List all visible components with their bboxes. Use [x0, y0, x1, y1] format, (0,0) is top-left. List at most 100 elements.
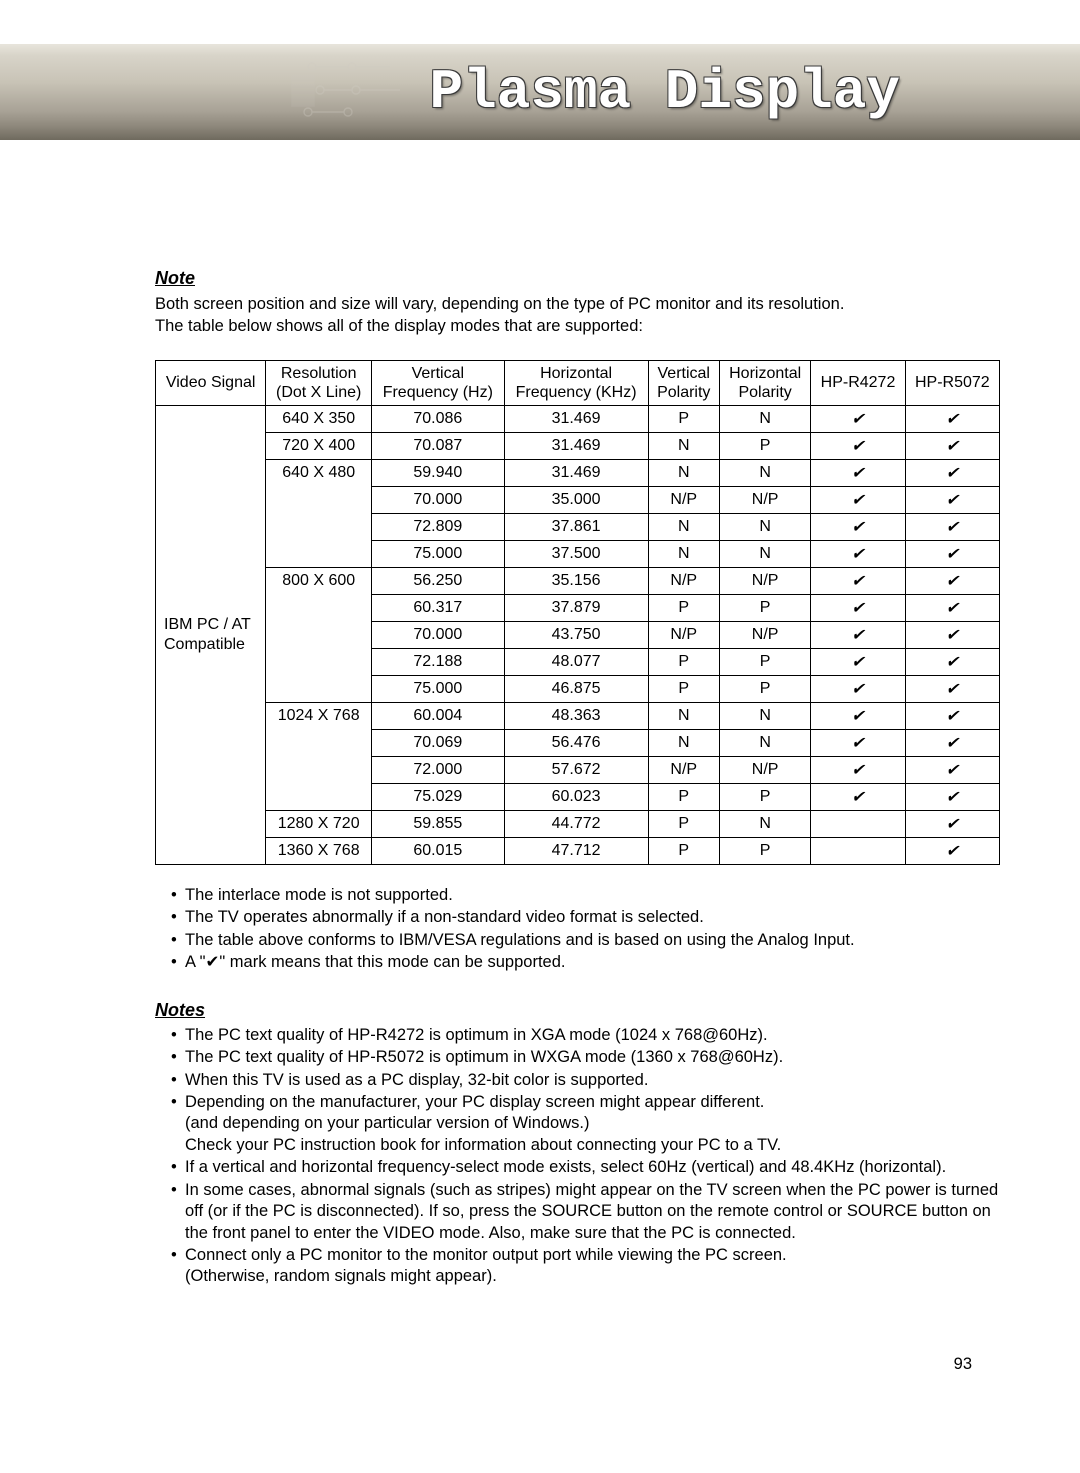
signal-label-cell: IBM PC / ATCompatible [156, 405, 266, 864]
hpol-cell: N/P [719, 486, 810, 513]
hpol-cell: N [719, 810, 810, 837]
resolution-cell: 640 X 350 [266, 405, 372, 432]
th-vfreq: VerticalFrequency (Hz) [372, 360, 505, 405]
display-modes-table: Video Signal Resolution(Dot X Line) Vert… [155, 360, 1000, 865]
resolution-cell: 1360 X 768 [266, 837, 372, 864]
hpol-cell: P [719, 648, 810, 675]
vfreq-cell: 60.015 [372, 837, 505, 864]
hpol-cell: N [719, 702, 810, 729]
hfreq-cell: 48.363 [504, 702, 648, 729]
page-banner: Plasma Display [0, 44, 1080, 140]
r4272-cell: ✔ [811, 513, 905, 540]
bullet-item: In some cases, abnormal signals (such as… [171, 1180, 1000, 1244]
r4272-cell [811, 837, 905, 864]
r5072-cell: ✔ [905, 513, 999, 540]
vpol-cell: N [648, 432, 719, 459]
r5072-cell: ✔ [905, 594, 999, 621]
bullet-item: The interlace mode is not supported. [171, 885, 1000, 906]
bullet-item: The TV operates abnormally if a non-stan… [171, 907, 1000, 928]
th-hfreq: HorizontalFrequency (KHz) [504, 360, 648, 405]
vpol-cell: N [648, 729, 719, 756]
hfreq-cell: 47.712 [504, 837, 648, 864]
r5072-cell: ✔ [905, 837, 999, 864]
vpol-cell: P [648, 648, 719, 675]
r5072-cell: ✔ [905, 405, 999, 432]
intro-line-2: The table below shows all of the display… [155, 315, 1000, 337]
page-number: 93 [0, 1355, 1080, 1374]
resolution-cell: 1024 X 768 [266, 702, 372, 810]
hfreq-cell: 56.476 [504, 729, 648, 756]
r4272-cell: ✔ [811, 756, 905, 783]
vpol-cell: N [648, 702, 719, 729]
vpol-cell: P [648, 810, 719, 837]
r4272-cell: ✔ [811, 567, 905, 594]
vpol-cell: N/P [648, 486, 719, 513]
vfreq-cell: 75.000 [372, 540, 505, 567]
hfreq-cell: 31.469 [504, 459, 648, 486]
vfreq-cell: 70.086 [372, 405, 505, 432]
hfreq-cell: 60.023 [504, 783, 648, 810]
vpol-cell: P [648, 783, 719, 810]
hfreq-cell: 35.000 [504, 486, 648, 513]
r4272-cell: ✔ [811, 621, 905, 648]
r4272-cell: ✔ [811, 675, 905, 702]
vfreq-cell: 72.188 [372, 648, 505, 675]
bullet-item: The PC text quality of HP-R4272 is optim… [171, 1025, 1000, 1046]
r5072-cell: ✔ [905, 567, 999, 594]
r4272-cell: ✔ [811, 783, 905, 810]
r5072-cell: ✔ [905, 810, 999, 837]
vfreq-cell: 75.029 [372, 783, 505, 810]
hfreq-cell: 35.156 [504, 567, 648, 594]
r5072-cell: ✔ [905, 648, 999, 675]
hfreq-cell: 37.500 [504, 540, 648, 567]
r5072-cell: ✔ [905, 702, 999, 729]
vfreq-cell: 75.000 [372, 675, 505, 702]
resolution-cell: 1280 X 720 [266, 810, 372, 837]
hpol-cell: P [719, 837, 810, 864]
hpol-cell: N [719, 459, 810, 486]
r5072-cell: ✔ [905, 486, 999, 513]
r5072-cell: ✔ [905, 756, 999, 783]
r4272-cell [811, 810, 905, 837]
r5072-cell: ✔ [905, 675, 999, 702]
notes-heading: Notes [155, 1000, 1000, 1021]
hpol-cell: N [719, 405, 810, 432]
note-heading: Note [155, 268, 1000, 289]
th-hpol: HorizontalPolarity [719, 360, 810, 405]
vpol-cell: N/P [648, 567, 719, 594]
vfreq-cell: 60.004 [372, 702, 505, 729]
r4272-cell: ✔ [811, 432, 905, 459]
bullet-item: The table above conforms to IBM/VESA reg… [171, 930, 1000, 951]
r4272-cell: ✔ [811, 486, 905, 513]
vpol-cell: N/P [648, 756, 719, 783]
hpol-cell: P [719, 783, 810, 810]
hpol-cell: N/P [719, 756, 810, 783]
hpol-cell: P [719, 675, 810, 702]
r4272-cell: ✔ [811, 648, 905, 675]
vfreq-cell: 56.250 [372, 567, 505, 594]
vfreq-cell: 70.087 [372, 432, 505, 459]
vpol-cell: N/P [648, 621, 719, 648]
r4272-cell: ✔ [811, 594, 905, 621]
r5072-cell: ✔ [905, 783, 999, 810]
footnotes-list-1: The interlace mode is not supported.The … [155, 885, 1000, 974]
vpol-cell: N [648, 459, 719, 486]
footnotes-list-2: The PC text quality of HP-R4272 is optim… [155, 1025, 1000, 1288]
hpol-cell: P [719, 594, 810, 621]
vfreq-cell: 72.809 [372, 513, 505, 540]
hpol-cell: N [719, 513, 810, 540]
hfreq-cell: 31.469 [504, 405, 648, 432]
r5072-cell: ✔ [905, 432, 999, 459]
hfreq-cell: 37.879 [504, 594, 648, 621]
r5072-cell: ✔ [905, 729, 999, 756]
hfreq-cell: 46.875 [504, 675, 648, 702]
banner-title: Plasma Display [430, 60, 900, 124]
circuit-decoration-icon [290, 52, 440, 132]
r4272-cell: ✔ [811, 459, 905, 486]
resolution-cell: 720 X 400 [266, 432, 372, 459]
th-r4272: HP-R4272 [811, 360, 905, 405]
bullet-item: If a vertical and horizontal frequency-s… [171, 1157, 1000, 1178]
vpol-cell: N [648, 540, 719, 567]
bullet-item: Depending on the manufacturer, your PC d… [171, 1092, 1000, 1156]
bullet-item: Connect only a PC monitor to the monitor… [171, 1245, 1000, 1288]
